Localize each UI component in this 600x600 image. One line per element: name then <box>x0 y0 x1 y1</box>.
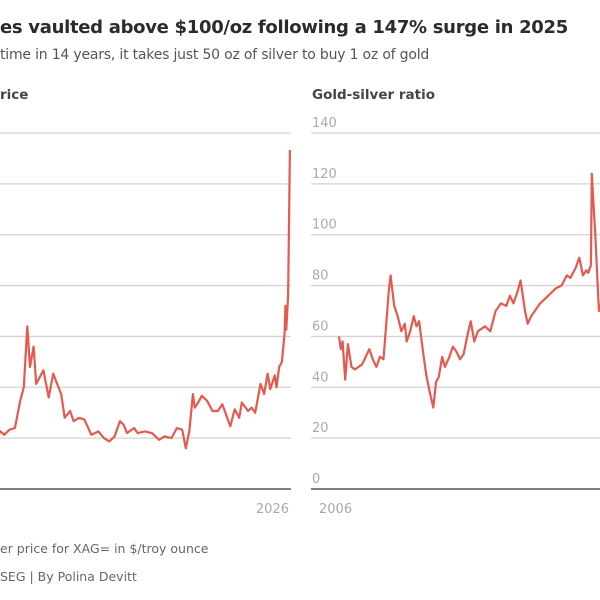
footnote: er price for XAG= in $/troy ounce <box>0 541 209 556</box>
chart-title: es vaulted above $100/oz following a 147… <box>0 17 568 38</box>
silver-price-panel <box>0 132 291 490</box>
y-tick-label: 40 <box>312 370 329 385</box>
y-tick-label: 100 <box>312 218 337 233</box>
x-tick-label: 2026 <box>256 502 289 517</box>
source-credit: SEG | By Polina Devitt <box>0 569 137 584</box>
y-tick-label: 120 <box>312 167 337 182</box>
y-tick-label: 60 <box>312 319 329 334</box>
x-tick-label: 2006 <box>319 502 352 517</box>
gold-silver-ratio-panel: 0 20 40 60 80 100 120 140 <box>311 116 600 490</box>
y-tick-label: 80 <box>312 269 329 284</box>
y-tick-label: 140 <box>312 116 337 131</box>
y-tick-label: 0 <box>312 472 320 487</box>
series-line <box>0 149 291 450</box>
gold-silver-ratio-panel-title: Gold-silver ratio <box>312 87 435 103</box>
chart-subtitle: time in 14 years, it takes just 50 oz of… <box>0 47 430 63</box>
silver-price-panel-title: rice <box>0 87 29 103</box>
y-tick-label: 20 <box>312 421 329 436</box>
series-line <box>337 172 600 409</box>
